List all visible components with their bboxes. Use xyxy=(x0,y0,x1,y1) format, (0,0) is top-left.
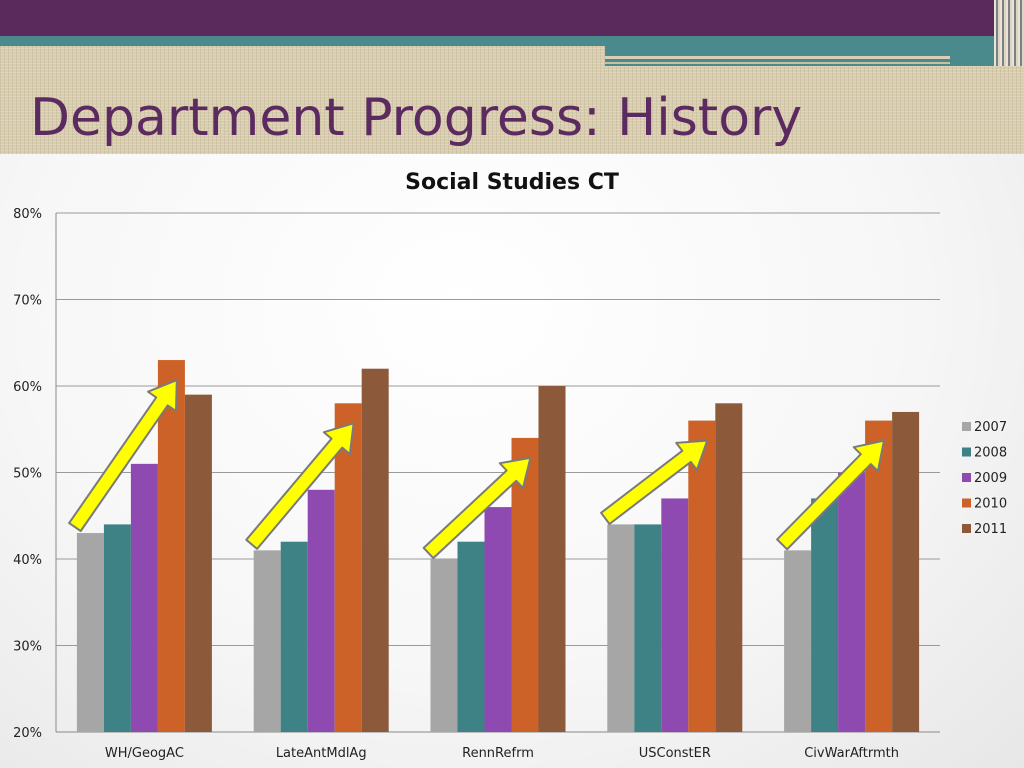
legend-swatch xyxy=(962,498,971,508)
trend-arrow xyxy=(776,439,885,551)
accent-bar xyxy=(0,36,1024,46)
bar-2008 xyxy=(457,541,485,732)
trend-arrows xyxy=(68,379,885,560)
bar-2009 xyxy=(661,498,689,732)
legend-swatch xyxy=(962,447,971,457)
legend-label: 2008 xyxy=(974,446,1007,461)
bar-2008 xyxy=(634,524,662,732)
y-tick-label: 50% xyxy=(13,467,42,482)
legend-label: 2011 xyxy=(974,522,1007,537)
bar-2009 xyxy=(484,507,512,732)
legend-swatch xyxy=(962,473,971,482)
bar-2008 xyxy=(280,541,308,732)
bar-2007 xyxy=(76,533,104,732)
y-tick-label: 30% xyxy=(13,640,42,655)
x-tick-label: CivWarAftrmth xyxy=(804,746,899,761)
x-tick-label: LateAntMdlAg xyxy=(276,746,367,761)
bar-2011 xyxy=(361,368,389,732)
trend-arrow xyxy=(245,422,355,550)
y-tick-label: 60% xyxy=(13,380,42,395)
bar-2010 xyxy=(511,437,539,732)
y-tick-label: 70% xyxy=(13,294,42,309)
accent-stripe xyxy=(605,56,950,59)
bar-2007 xyxy=(253,550,281,732)
trend-arrow xyxy=(68,379,178,532)
y-axis-ticks: 20% 30% 40% 50% 60% 70% 80% xyxy=(13,207,42,741)
bar-2011 xyxy=(538,386,566,732)
bar-2010 xyxy=(334,403,362,732)
bar-2010 xyxy=(688,420,716,732)
x-tick-label: RennRefrm xyxy=(462,746,534,761)
y-tick-label: 20% xyxy=(13,726,42,741)
legend-swatch xyxy=(962,524,971,533)
x-axis-labels: WH/GeogAC LateAntMdlAg RennRefrm USConstER C… xyxy=(105,746,899,761)
accent-stripe-2 xyxy=(605,62,950,64)
bar-2010 xyxy=(157,360,185,732)
slide-title: Department Progress: History xyxy=(30,88,803,148)
bar-2011 xyxy=(715,403,743,732)
y-tick-label: 40% xyxy=(13,553,42,568)
x-tick-label: USConstER xyxy=(639,746,711,761)
header-bar xyxy=(0,0,1024,36)
trend-arrow xyxy=(422,456,532,560)
bar-2007 xyxy=(430,559,458,732)
bar-2011 xyxy=(892,411,920,732)
legend-swatch xyxy=(962,422,971,431)
legend: 2007 2008 2009 2010 2011 xyxy=(962,420,1007,537)
chart-title: Social Studies CT xyxy=(405,170,619,195)
legend-label: 2009 xyxy=(974,471,1007,486)
bar-2007 xyxy=(607,524,635,732)
bar-2008 xyxy=(811,498,839,732)
bar-2010 xyxy=(865,420,893,732)
legend-label: 2007 xyxy=(974,420,1007,435)
legend-label: 2010 xyxy=(974,497,1007,512)
bar-2007 xyxy=(784,550,812,732)
trend-arrow xyxy=(600,439,709,525)
bar-2009 xyxy=(838,472,866,732)
bar-chart: Social Studies CT 20%30%40%50%60%70%80% … xyxy=(13,170,1007,761)
x-tick-label: WH/GeogAC xyxy=(105,746,184,761)
bar-2009 xyxy=(307,489,335,732)
bar-2011 xyxy=(184,394,212,732)
decorative-lines xyxy=(994,0,1024,66)
bars xyxy=(76,360,920,732)
bar-2008 xyxy=(103,524,131,732)
bar-2009 xyxy=(130,463,158,732)
y-tick-label: 80% xyxy=(13,207,42,222)
